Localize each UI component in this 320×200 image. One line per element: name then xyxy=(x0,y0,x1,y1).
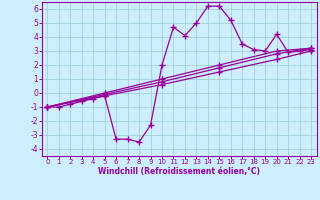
X-axis label: Windchill (Refroidissement éolien,°C): Windchill (Refroidissement éolien,°C) xyxy=(98,167,260,176)
